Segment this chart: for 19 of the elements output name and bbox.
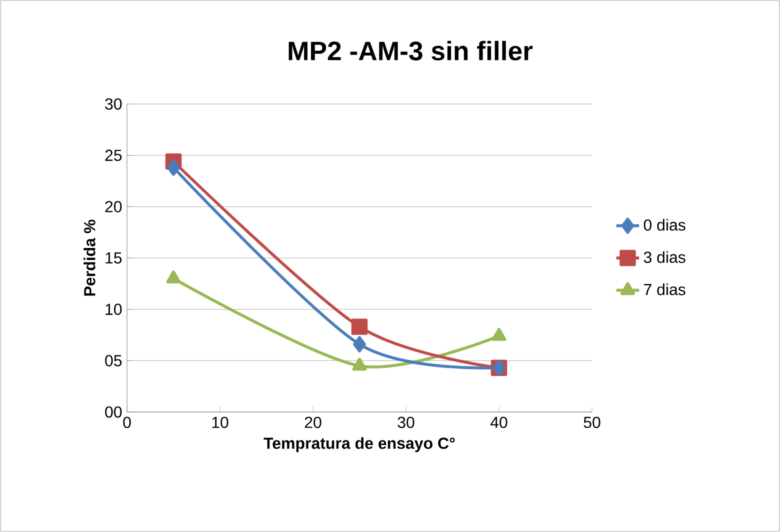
x-tick-label: 40 [490,416,508,428]
x-tick-label: 10 [212,416,228,428]
y-tick-label: 00 [105,406,122,418]
legend-label: 3 dias [644,251,686,263]
x-tick-label: 20 [304,416,322,428]
legend-label: 0 dias [644,218,686,231]
chart-title: MP2 -AM-3 sin filler [288,40,533,60]
x-axis-title: Tempratura de ensayo C° [264,437,455,452]
y-tick-label: 25 [105,150,122,161]
legend-label: 7 dias [644,283,686,296]
x-tick-label: 30 [398,416,414,428]
y-tick-label: 05 [105,355,122,366]
y-tick-label: 15 [106,252,122,264]
x-tick-label: 0 [123,416,131,428]
x-tick-label: 50 [584,416,600,428]
y-axis-title: Perdida % [84,220,96,296]
y-tick-label: 10 [106,304,122,315]
y-tick-label: 20 [105,201,122,212]
y-tick-label: 30 [105,98,122,110]
